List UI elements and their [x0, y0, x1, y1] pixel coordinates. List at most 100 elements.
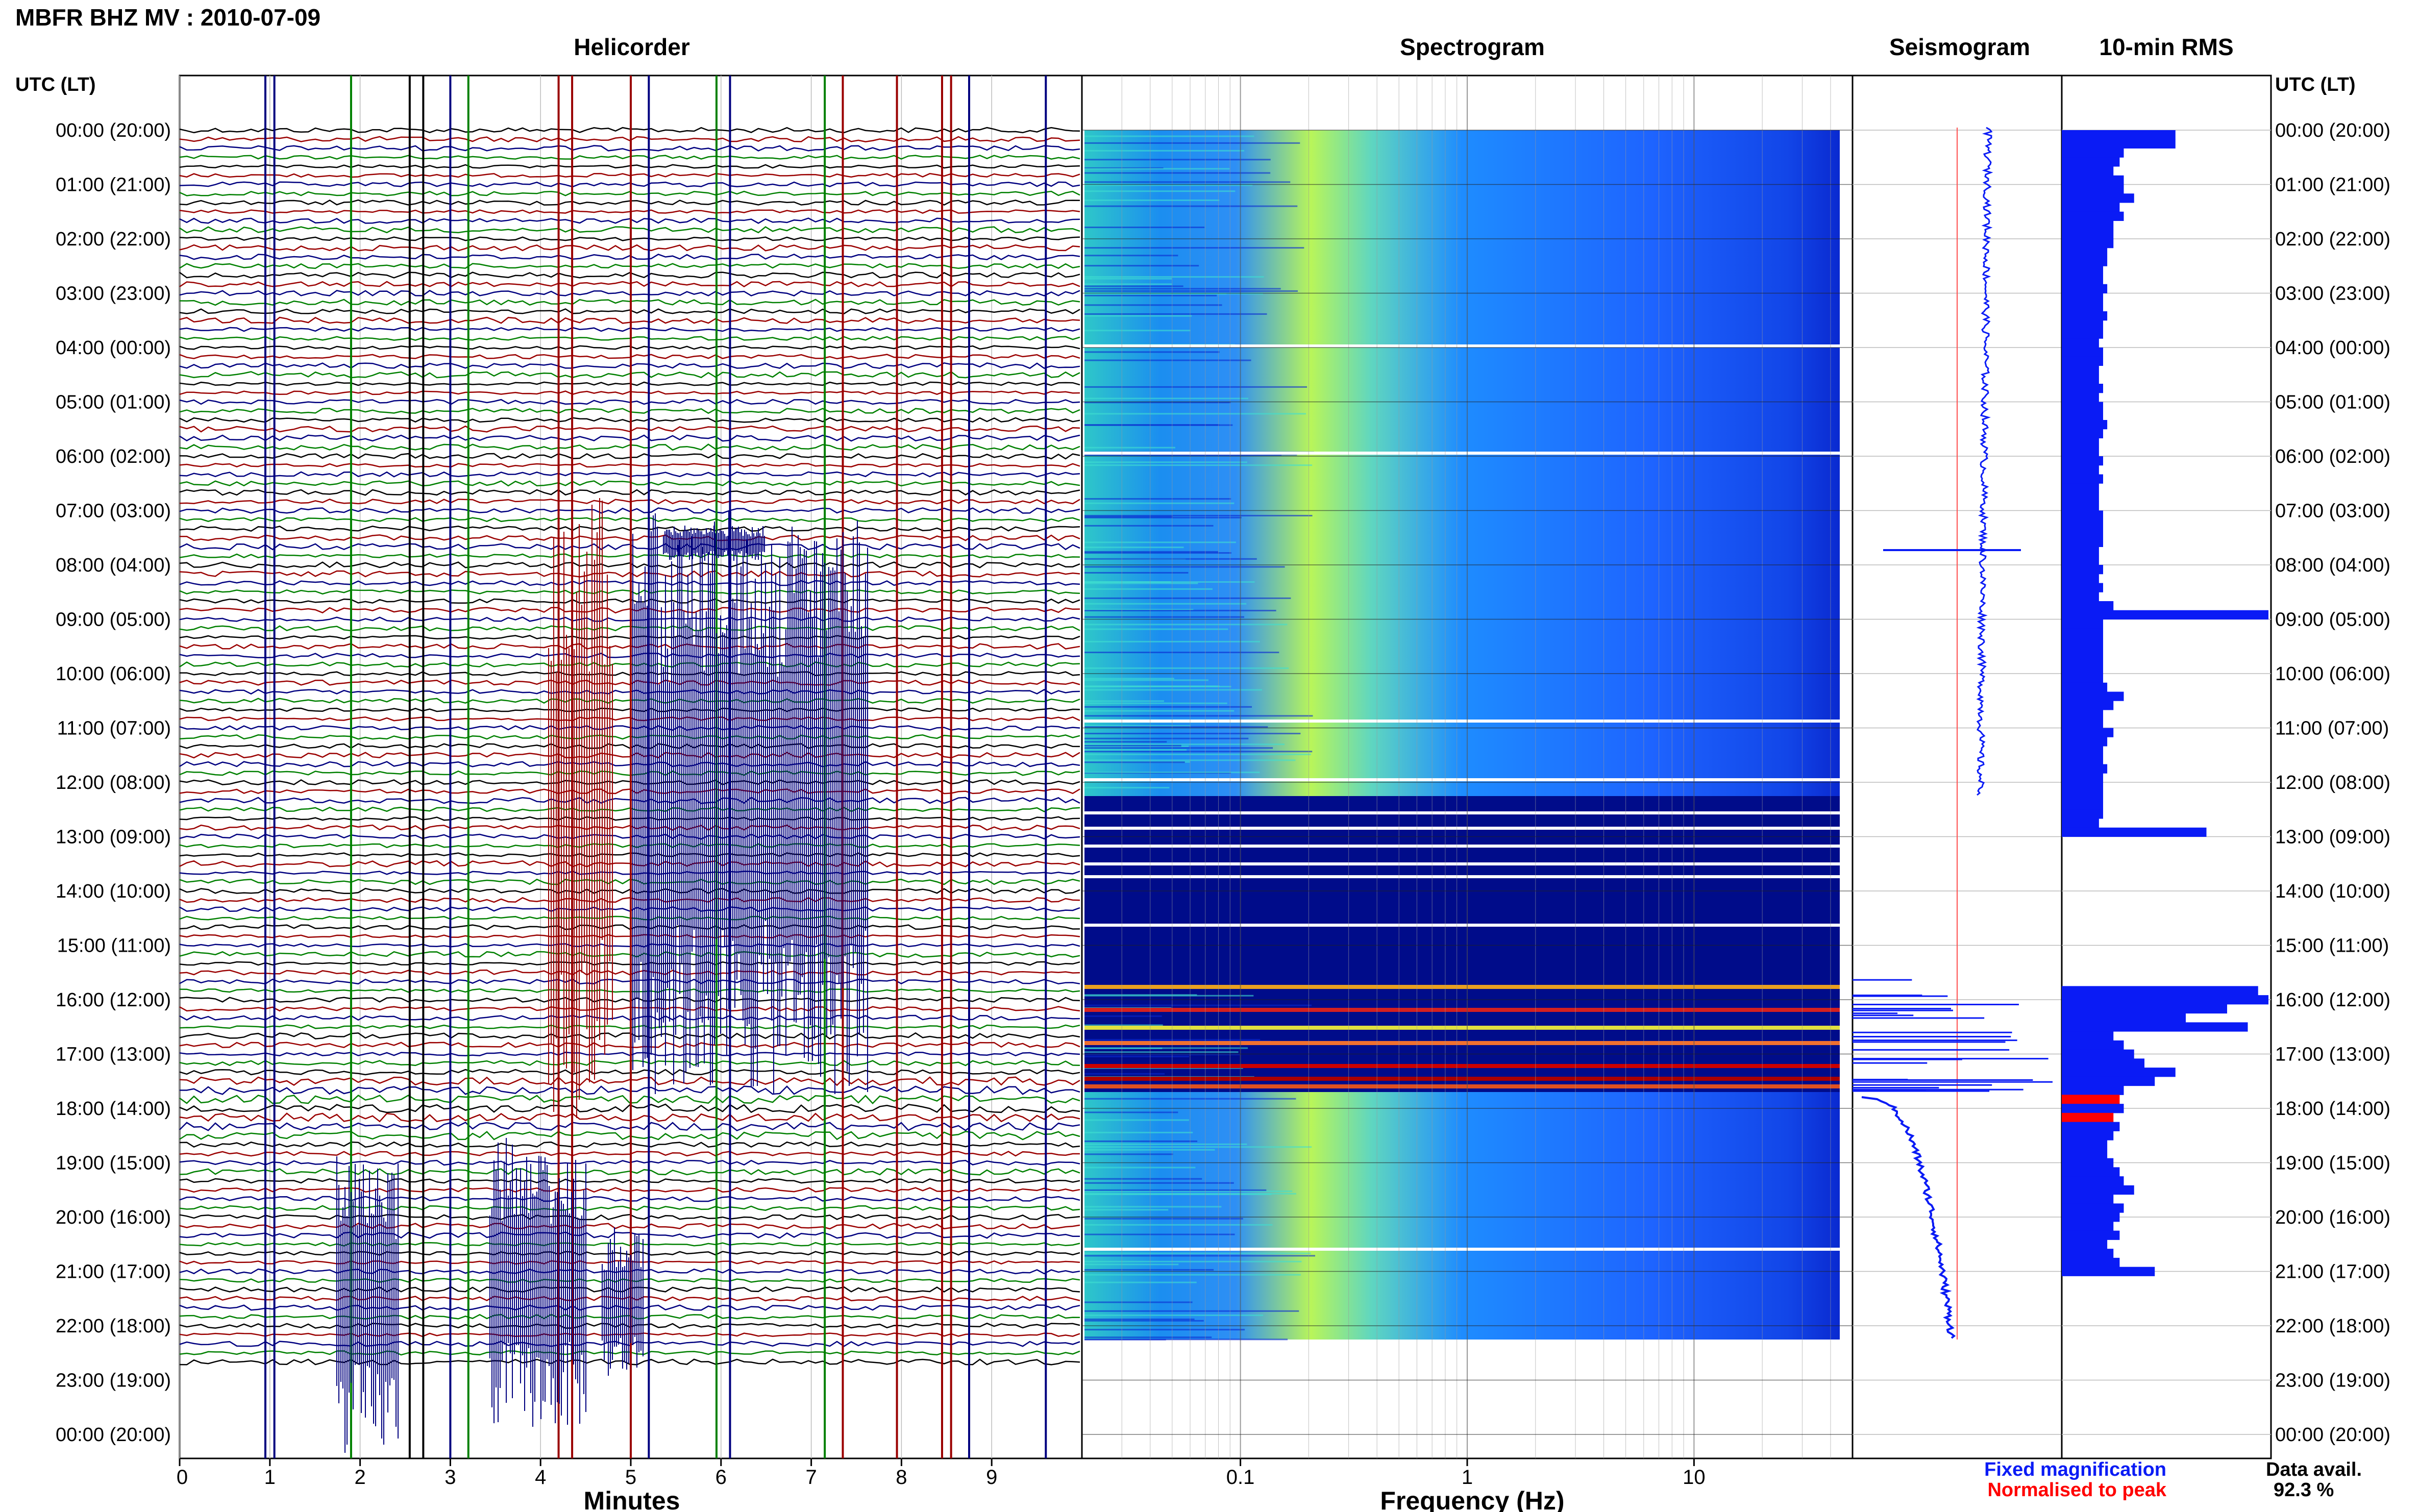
spectrogram-streak: [1084, 1054, 1240, 1056]
rms-bar: [2062, 1149, 2108, 1159]
rms-bar: [2062, 601, 2114, 611]
data-availability-label: Data avail.: [2266, 1459, 2362, 1480]
rms-bar: [2062, 402, 2103, 411]
spectrogram-streak: [1084, 1255, 1316, 1257]
spectrogram-streak: [1084, 1310, 1299, 1312]
spectrogram-streak: [1084, 616, 1244, 618]
time-label-right: 05:00 (01:00): [2275, 392, 2390, 413]
spectrogram-event-line: [1084, 1064, 1840, 1068]
spectrogram-streak: [1084, 1131, 1193, 1133]
spectrogram-streak: [1084, 1140, 1198, 1142]
helicorder-signal-burst: [489, 1138, 586, 1427]
rms-bar: [2062, 429, 2103, 438]
spectrogram-streak: [1084, 142, 1300, 144]
spectrogram-streak: [1084, 652, 1279, 654]
time-label-left: 11:00 (07:00): [57, 718, 171, 739]
spectrogram-streak: [1084, 1119, 1189, 1121]
rms-bar: [2062, 1076, 2155, 1086]
rms-peak-bar: [2062, 1095, 2120, 1104]
rms-bar: [2062, 438, 2099, 448]
time-label-right: 07:00 (03:00): [2275, 501, 2390, 522]
spectrogram-streak: [1084, 1167, 1196, 1169]
frequency-tick-label: 1: [1462, 1466, 1473, 1489]
time-label-right: 22:00 (18:00): [2275, 1316, 2390, 1337]
rms-bar: [2062, 755, 2103, 764]
spectrogram-streak: [1084, 1209, 1169, 1211]
spectrogram-gap-line: [1084, 778, 1840, 781]
rms-bar: [2062, 746, 2103, 756]
rms-bar: [2062, 1058, 2144, 1068]
rms-bar: [2062, 718, 2103, 728]
spectrogram-event-line: [1084, 1008, 1840, 1012]
rms-bar: [2062, 682, 2108, 692]
rms-bar: [2062, 1013, 2186, 1023]
time-label-left: 22:00 (18:00): [56, 1316, 171, 1337]
rms-bar: [2062, 275, 2103, 285]
spectrogram-streak: [1084, 172, 1271, 174]
time-label-right: 12:00 (08:00): [2275, 772, 2390, 794]
time-label-left: 07:00 (03:00): [56, 501, 171, 522]
time-label-left: 19:00 (15:00): [56, 1153, 171, 1174]
time-label-right: 21:00 (17:00): [2275, 1261, 2390, 1283]
time-label-right: 11:00 (07:00): [2275, 718, 2389, 739]
rms-bar: [2062, 547, 2099, 556]
spectrogram-gap-line: [1084, 924, 1840, 927]
rms-bar: [2062, 1230, 2120, 1240]
spectrogram-streak: [1084, 1024, 1163, 1026]
rms-bar: [2062, 800, 2103, 810]
spectrogram-streak: [1084, 265, 1199, 267]
spectrogram-gap-line: [1084, 720, 1840, 723]
spectrogram-gap-line: [1084, 811, 1840, 814]
spectrogram-streak: [1084, 294, 1217, 296]
spectrogram-streak: [1084, 227, 1205, 229]
time-label-left: 20:00 (16:00): [56, 1207, 171, 1228]
rms-bar: [2062, 365, 2099, 375]
spectrogram-streak: [1084, 447, 1176, 449]
spectrogram-streak: [1084, 597, 1291, 599]
spectrogram-event-line: [1084, 985, 1840, 989]
time-label-left: 14:00 (10:00): [56, 881, 171, 902]
spectrogram-streak: [1084, 1224, 1273, 1226]
spectrogram-streak: [1084, 159, 1271, 161]
spectrogram-streak: [1084, 609, 1194, 611]
time-label-right: 00:00 (20:00): [2275, 120, 2390, 141]
x-axes: 0 1 2 3 4 5 6 7 8 9 0.1 1 10: [177, 1458, 1706, 1489]
station-title: MBFR BHZ MV : 2010-07-09: [15, 4, 320, 31]
minutes-tick-label: 2: [354, 1466, 365, 1489]
rms-bar: [2062, 456, 2103, 466]
spectrogram-streak: [1084, 1067, 1243, 1069]
rms-bar: [2062, 1122, 2120, 1131]
helicorder-signal-burst: [602, 1227, 644, 1376]
spectrogram-streak: [1084, 1004, 1312, 1006]
rms-bar: [2062, 655, 2103, 665]
spectrogram-streak: [1084, 685, 1220, 687]
seismogram-trace: [1976, 127, 1993, 796]
rms-bar: [2062, 392, 2099, 402]
rms-bar: [2062, 329, 2103, 339]
rms-bar: [2062, 1131, 2114, 1141]
spectrogram-streak: [1084, 502, 1235, 504]
spectrogram-streak: [1084, 725, 1191, 727]
spectrogram-streak: [1084, 1143, 1247, 1145]
rms-bar: [2062, 565, 2103, 575]
minutes-tick-label: 0: [177, 1466, 188, 1489]
rms-bar: [2062, 1176, 2124, 1186]
spectrogram-streak: [1084, 1073, 1165, 1075]
rms-bar: [2062, 1249, 2114, 1258]
minutes-tick-label: 4: [535, 1466, 546, 1489]
spectrogram-streak: [1084, 1329, 1245, 1331]
minutes-tick-label: 8: [896, 1466, 907, 1489]
rms-bar: [2062, 203, 2120, 212]
spectrogram-streak: [1084, 1318, 1195, 1320]
time-label-left: 15:00 (11:00): [57, 935, 171, 957]
helicorder-signal-burst: [548, 498, 613, 1118]
rms-bar: [2062, 646, 2103, 656]
rms-bar: [2062, 1049, 2134, 1059]
time-label-left: 13:00 (09:00): [56, 827, 171, 848]
spectrogram-streak: [1084, 135, 1254, 137]
spectrogram-streak: [1084, 624, 1288, 626]
spectrogram-streak: [1084, 1301, 1193, 1303]
rms-bar: [2062, 819, 2099, 828]
rms-bar: [2062, 1185, 2134, 1195]
